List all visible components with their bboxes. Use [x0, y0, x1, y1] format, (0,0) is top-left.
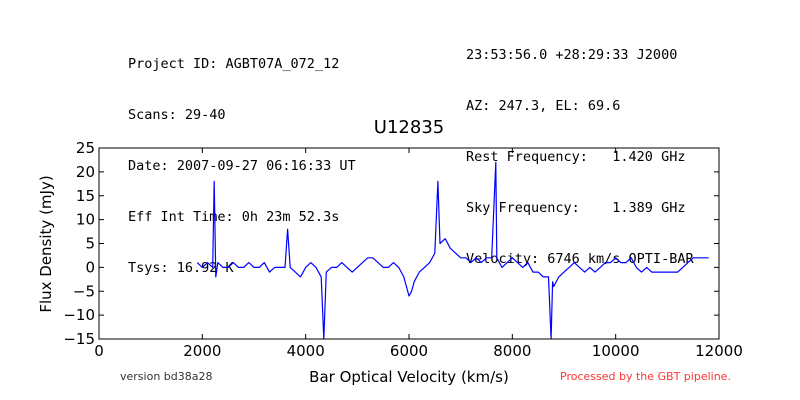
- y-tick-label: 10: [76, 211, 95, 229]
- plot-frame: [98, 147, 720, 340]
- x-tick-label: 2000: [183, 342, 221, 360]
- y-tick-label: 25: [76, 139, 95, 157]
- y-tick-label: −5: [73, 282, 95, 300]
- observation-info-right: 23:53:56.0 +28:29:33 J2000 AZ: 247.3, EL…: [466, 13, 694, 302]
- velocity-line: Velocity: 6746 km/s OPTI-BAR: [466, 251, 694, 267]
- x-tick-label: 6000: [390, 342, 428, 360]
- rest-frequency-line: Rest Frequency: 1.420 GHz: [466, 149, 686, 165]
- y-tick-label: 0: [85, 258, 95, 276]
- y-tick-label: 20: [76, 163, 95, 181]
- sky-frequency-line: Sky Frequency: 1.389 GHz: [466, 200, 686, 216]
- x-tick-label: 10000: [592, 342, 640, 360]
- x-tick-label: 12000: [695, 342, 743, 360]
- spectrum-series-line-0: [196, 161, 709, 340]
- series-layer: [196, 161, 709, 340]
- y-tick-label: 5: [85, 235, 95, 253]
- y-tick-label: −10: [63, 306, 95, 324]
- y-axis-label: Flux Density (mJy): [37, 175, 55, 312]
- coordinates-line: 23:53:56.0 +28:29:33 J2000: [466, 47, 678, 63]
- x-axis-label: Bar Optical Velocity (km/s): [309, 368, 509, 386]
- version-note: version bd38a28: [120, 370, 213, 383]
- date-line: Date: 2007-09-27 06:16:33 UT: [128, 158, 356, 174]
- y-tick-label: −15: [63, 330, 95, 348]
- observation-info-left: Project ID: AGBT07A_072_12 Scans: 29-40 …: [128, 22, 356, 311]
- pipeline-note: Processed by the GBT pipeline.: [560, 370, 731, 383]
- x-tick-label: 4000: [287, 342, 325, 360]
- tsys-line: Tsys: 16.92 K: [128, 260, 234, 276]
- az-el-line: AZ: 247.3, EL: 69.6: [466, 98, 621, 114]
- scans-line: Scans: 29-40: [128, 107, 226, 123]
- x-tick-label: 8000: [493, 342, 531, 360]
- x-tick-label: 0: [94, 342, 104, 360]
- ticks-layer: 0 2000 4000 6000 8000 10000 12000 −15 −10 −5 0 5 10 1…: [63, 139, 743, 360]
- integration-time-line: Eff Int Time: 0h 23m 52.3s: [128, 209, 340, 225]
- chart-title: U12835: [374, 117, 444, 138]
- y-tick-label: 15: [76, 187, 95, 205]
- project-id-line: Project ID: AGBT07A_072_12: [128, 56, 340, 72]
